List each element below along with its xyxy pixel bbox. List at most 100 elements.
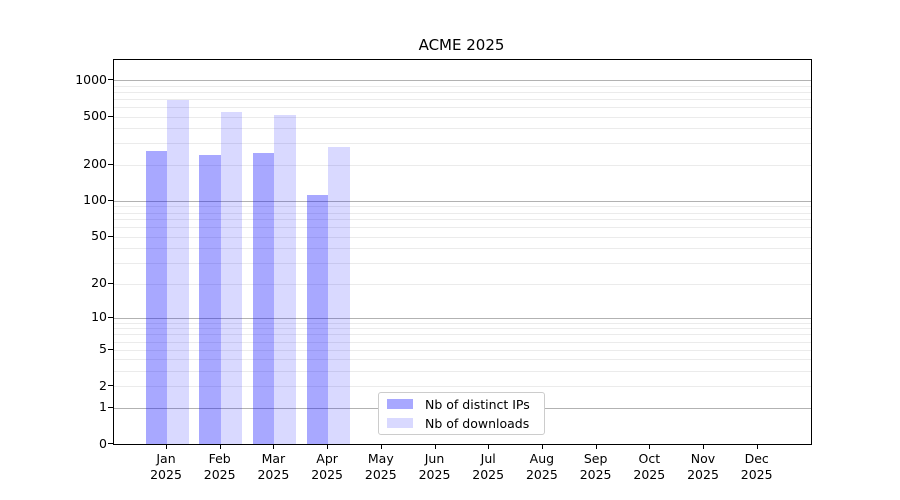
x-tick-year: 2025 xyxy=(418,467,451,482)
x-tick-label-nov: Nov 2025 xyxy=(671,451,735,483)
x-tick-year: 2025 xyxy=(472,467,505,482)
minor-gridline xyxy=(114,98,811,100)
x-tick-label-aug: Aug 2025 xyxy=(510,451,574,483)
minor-gridline xyxy=(114,206,811,208)
minor-gridline xyxy=(114,386,811,388)
minor-gridline xyxy=(114,248,811,250)
y-tick-label: 200 xyxy=(83,156,107,172)
x-tick-label-sep: Sep 2025 xyxy=(564,451,628,483)
minor-gridline xyxy=(114,371,811,372)
x-tick-mark xyxy=(219,444,221,449)
x-tick-mark xyxy=(703,444,704,449)
x-tick-year: 2025 xyxy=(311,467,343,482)
x-tick-label-feb: Feb 2025 xyxy=(188,451,252,483)
x-tick-month: Oct xyxy=(638,451,661,466)
x-tick-label-may: May 2025 xyxy=(349,451,413,483)
x-tick-label-jul: Jul 2025 xyxy=(456,451,520,483)
x-tick-mark xyxy=(327,444,329,449)
x-tick-month: Aug xyxy=(529,451,555,466)
minor-gridline xyxy=(114,263,811,265)
x-tick-mark xyxy=(756,444,758,449)
minor-gridline xyxy=(114,328,811,330)
minor-gridline xyxy=(114,283,811,285)
x-tick-label-mar: Mar 2025 xyxy=(241,451,305,483)
minor-gridline xyxy=(114,91,811,93)
y-tick-label: 500 xyxy=(83,108,107,123)
x-tick-mark xyxy=(166,444,167,449)
x-tick-mark xyxy=(488,444,490,449)
x-tick-label-jun: Jun 2025 xyxy=(403,451,467,483)
bar-distinct-ips-mar xyxy=(252,152,275,444)
y-tick-mark xyxy=(108,385,113,387)
x-tick-mark xyxy=(541,444,543,449)
y-tick-label: 50 xyxy=(91,228,107,244)
bar-downloads-apr xyxy=(328,146,350,444)
y-tick-label: 0 xyxy=(99,435,107,451)
bar-distinct-ips-apr xyxy=(306,194,329,444)
minor-gridline xyxy=(114,128,811,130)
minor-gridline xyxy=(114,116,811,118)
y-tick-label: 1000 xyxy=(75,71,107,87)
minor-gridline xyxy=(114,143,811,145)
x-tick-month: Jan xyxy=(156,451,176,466)
minor-gridline xyxy=(114,359,811,361)
minor-gridline xyxy=(114,236,811,238)
x-tick-month: Feb xyxy=(208,451,231,466)
minor-gridline xyxy=(114,334,811,336)
x-tick-label-oct: Oct 2025 xyxy=(617,451,681,483)
legend-entry-downloads: Nb of downloads xyxy=(379,415,544,431)
minor-gridline xyxy=(114,322,811,324)
x-tick-year: 2025 xyxy=(740,467,773,482)
legend-swatch-downloads-icon xyxy=(387,418,413,428)
legend-entry-distinct-ips: Nb of distinct IPs xyxy=(379,396,544,412)
y-tick-mark xyxy=(108,199,113,201)
bar-downloads-feb xyxy=(220,111,243,444)
minor-gridline xyxy=(114,85,811,87)
x-tick-month: Sep xyxy=(583,451,608,466)
y-tick-label: 2 xyxy=(99,377,107,393)
minor-gridline xyxy=(114,106,811,108)
x-tick-mark xyxy=(649,444,651,449)
bar-downloads-jan xyxy=(167,99,189,444)
y-tick-label: 20 xyxy=(91,275,107,291)
plot-area xyxy=(113,59,812,445)
minor-gridline xyxy=(114,219,811,221)
y-tick-label: 10 xyxy=(91,309,107,325)
legend-label-distinct-ips: Nb of distinct IPs xyxy=(425,396,530,412)
minor-gridline xyxy=(114,164,811,166)
y-tick-mark xyxy=(108,443,113,444)
legend-swatch-distinct-ips-icon xyxy=(387,399,413,409)
x-tick-year: 2025 xyxy=(525,467,558,482)
y-tick-label: 5 xyxy=(99,341,107,357)
legend-label-downloads: Nb of downloads xyxy=(425,415,530,431)
x-tick-year: 2025 xyxy=(633,467,666,482)
x-tick-year: 2025 xyxy=(687,467,719,482)
minor-gridline xyxy=(114,341,811,343)
major-gridline xyxy=(114,317,811,319)
bar-distinct-ips-jan xyxy=(145,150,167,444)
x-tick-year: 2025 xyxy=(150,467,182,482)
x-tick-mark xyxy=(380,444,382,449)
y-tick-mark xyxy=(108,163,113,165)
x-tick-mark xyxy=(595,444,597,449)
y-tick-mark xyxy=(108,235,113,237)
y-tick-mark xyxy=(108,282,113,284)
major-gridline xyxy=(114,80,811,81)
y-tick-mark xyxy=(108,79,113,80)
x-tick-year: 2025 xyxy=(257,467,290,482)
y-tick-mark xyxy=(108,348,113,350)
y-tick-mark xyxy=(108,406,113,408)
x-tick-year: 2025 xyxy=(364,467,397,482)
y-tick-label: 1 xyxy=(99,399,107,414)
x-tick-month: Dec xyxy=(744,451,769,466)
y-tick-label: 100 xyxy=(83,192,107,208)
minor-gridline xyxy=(114,349,811,351)
x-tick-label-apr: Apr 2025 xyxy=(295,451,359,483)
x-tick-month: Jul xyxy=(480,451,496,466)
major-gridline xyxy=(114,200,811,202)
x-tick-label-dec: Dec 2025 xyxy=(725,451,789,483)
minor-gridline xyxy=(114,212,811,214)
legend: Nb of distinct IPs Nb of downloads xyxy=(378,392,545,435)
x-tick-year: 2025 xyxy=(579,467,612,482)
